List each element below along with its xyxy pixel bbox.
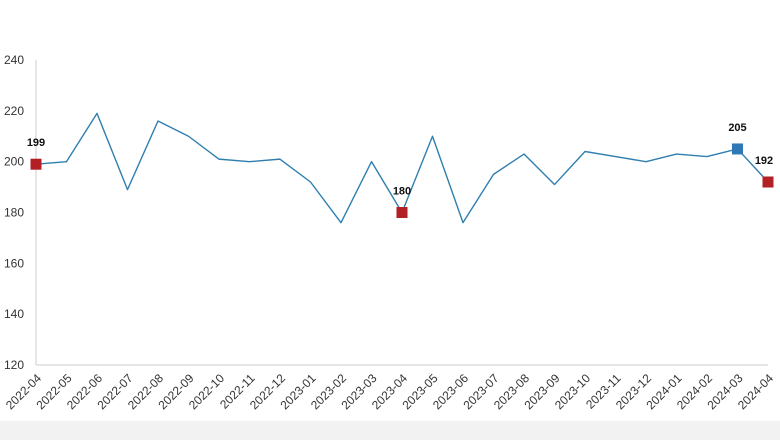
bottom-band [0,421,780,440]
series-line [35,112,769,224]
y-tick-label: 200 [4,155,24,169]
y-tick-label: 160 [4,256,24,270]
marker-layer: 199 180 205 192 [27,122,774,218]
x-axis: 2022-042022-052022-062022-072022-082022-… [3,364,776,412]
y-tick-label: 240 [4,53,24,67]
data-point-marker [762,176,774,188]
y-tick-label: 220 [4,104,24,118]
y-tick-label: 180 [4,206,24,220]
data-point-marker [732,143,743,155]
data-label: 192 [755,155,773,167]
y-tick-label: 140 [4,307,24,321]
series-layer [35,112,769,224]
data-label: 180 [393,186,411,198]
data-label: 205 [728,122,746,134]
y-tick-label: 120 [4,358,24,372]
data-label: 199 [27,137,45,149]
data-point-marker [396,207,408,218]
data-point-marker [30,158,42,170]
y-axis: 120 140 160 180 200 220 240 [4,53,37,372]
